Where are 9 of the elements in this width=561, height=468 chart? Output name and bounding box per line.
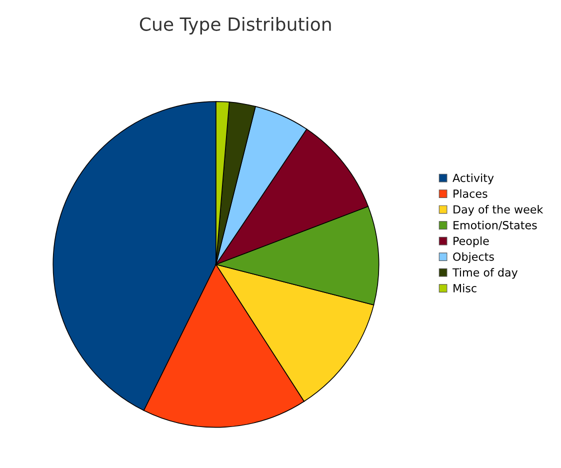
legend-label: Places <box>454 189 488 198</box>
legend-label: People <box>454 236 489 248</box>
chart-title: Cue Type Distribution <box>140 17 331 34</box>
legend-label: Activity <box>452 173 494 184</box>
legend-label: Objects <box>453 252 494 264</box>
legend-label: Misc <box>454 284 476 292</box>
legend-label: Time of day <box>452 268 518 279</box>
legend-label: Emotion/States <box>454 220 537 230</box>
legend-label: Day of the week <box>454 204 544 216</box>
